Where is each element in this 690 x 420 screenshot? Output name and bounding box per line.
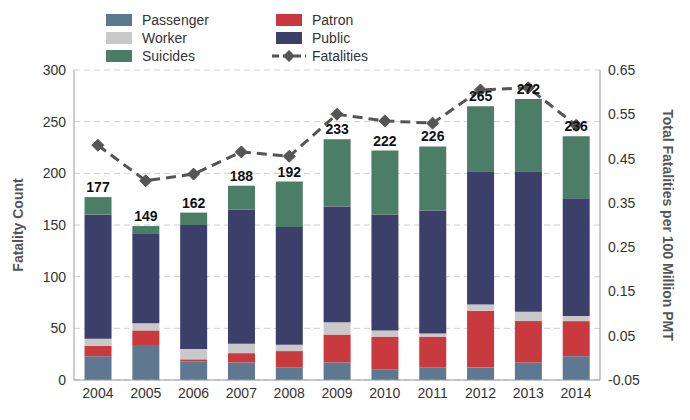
- svg-text:2008: 2008: [274, 385, 305, 401]
- svg-text:0.55: 0.55: [608, 106, 635, 122]
- svg-text:150: 150: [43, 217, 67, 233]
- svg-text:236: 236: [565, 118, 589, 134]
- html-text:Patron: Patron: [312, 12, 354, 28]
- svg-text:2013: 2013: [513, 385, 544, 401]
- svg-text:222: 222: [373, 133, 397, 149]
- svg-text:250: 250: [43, 114, 67, 130]
- svg-text:300: 300: [43, 62, 67, 78]
- svg-text:2012: 2012: [465, 385, 496, 401]
- svg-text:233: 233: [325, 121, 349, 137]
- svg-text:-0.05: -0.05: [608, 372, 640, 388]
- html-text:Worker: Worker: [142, 30, 187, 46]
- svg-text:177: 177: [86, 179, 110, 195]
- svg-text:0.05: 0.05: [608, 328, 635, 344]
- svg-text:226: 226: [421, 128, 445, 144]
- svg-text:149: 149: [134, 208, 158, 224]
- svg-text:2007: 2007: [226, 385, 257, 401]
- svg-text:2004: 2004: [82, 385, 113, 401]
- svg-text:192: 192: [278, 164, 302, 180]
- svg-text:2006: 2006: [178, 385, 209, 401]
- svg-text:2014: 2014: [561, 385, 592, 401]
- svg-text:50: 50: [50, 320, 66, 336]
- svg-text:162: 162: [182, 195, 206, 211]
- svg-text:265: 265: [469, 88, 493, 104]
- svg-text:0.25: 0.25: [608, 239, 635, 255]
- html-text:Passenger: Passenger: [142, 12, 209, 28]
- svg-text:0.15: 0.15: [608, 283, 635, 299]
- svg-text:0.35: 0.35: [608, 195, 635, 211]
- svg-text:0: 0: [58, 372, 66, 388]
- svg-text:2005: 2005: [130, 385, 161, 401]
- svg-text:0.45: 0.45: [608, 151, 635, 167]
- svg-text:100: 100: [43, 269, 67, 285]
- svg-text:Fatality Count: Fatality Count: [10, 178, 26, 272]
- html-text:Public: Public: [312, 30, 351, 46]
- svg-text:188: 188: [230, 168, 254, 184]
- svg-text:Total Fatalities per 100 Milli: Total Fatalities per 100 Million PMT: [660, 109, 676, 341]
- svg-text:2009: 2009: [321, 385, 352, 401]
- svg-text:2010: 2010: [369, 385, 400, 401]
- svg-text:200: 200: [43, 165, 67, 181]
- svg-text:2011: 2011: [418, 385, 448, 401]
- svg-text:0.65: 0.65: [608, 62, 635, 78]
- html-text:Suicides: Suicides: [142, 48, 195, 64]
- svg-text:272: 272: [517, 81, 541, 97]
- html-text:Fatalities: Fatalities: [312, 48, 368, 64]
